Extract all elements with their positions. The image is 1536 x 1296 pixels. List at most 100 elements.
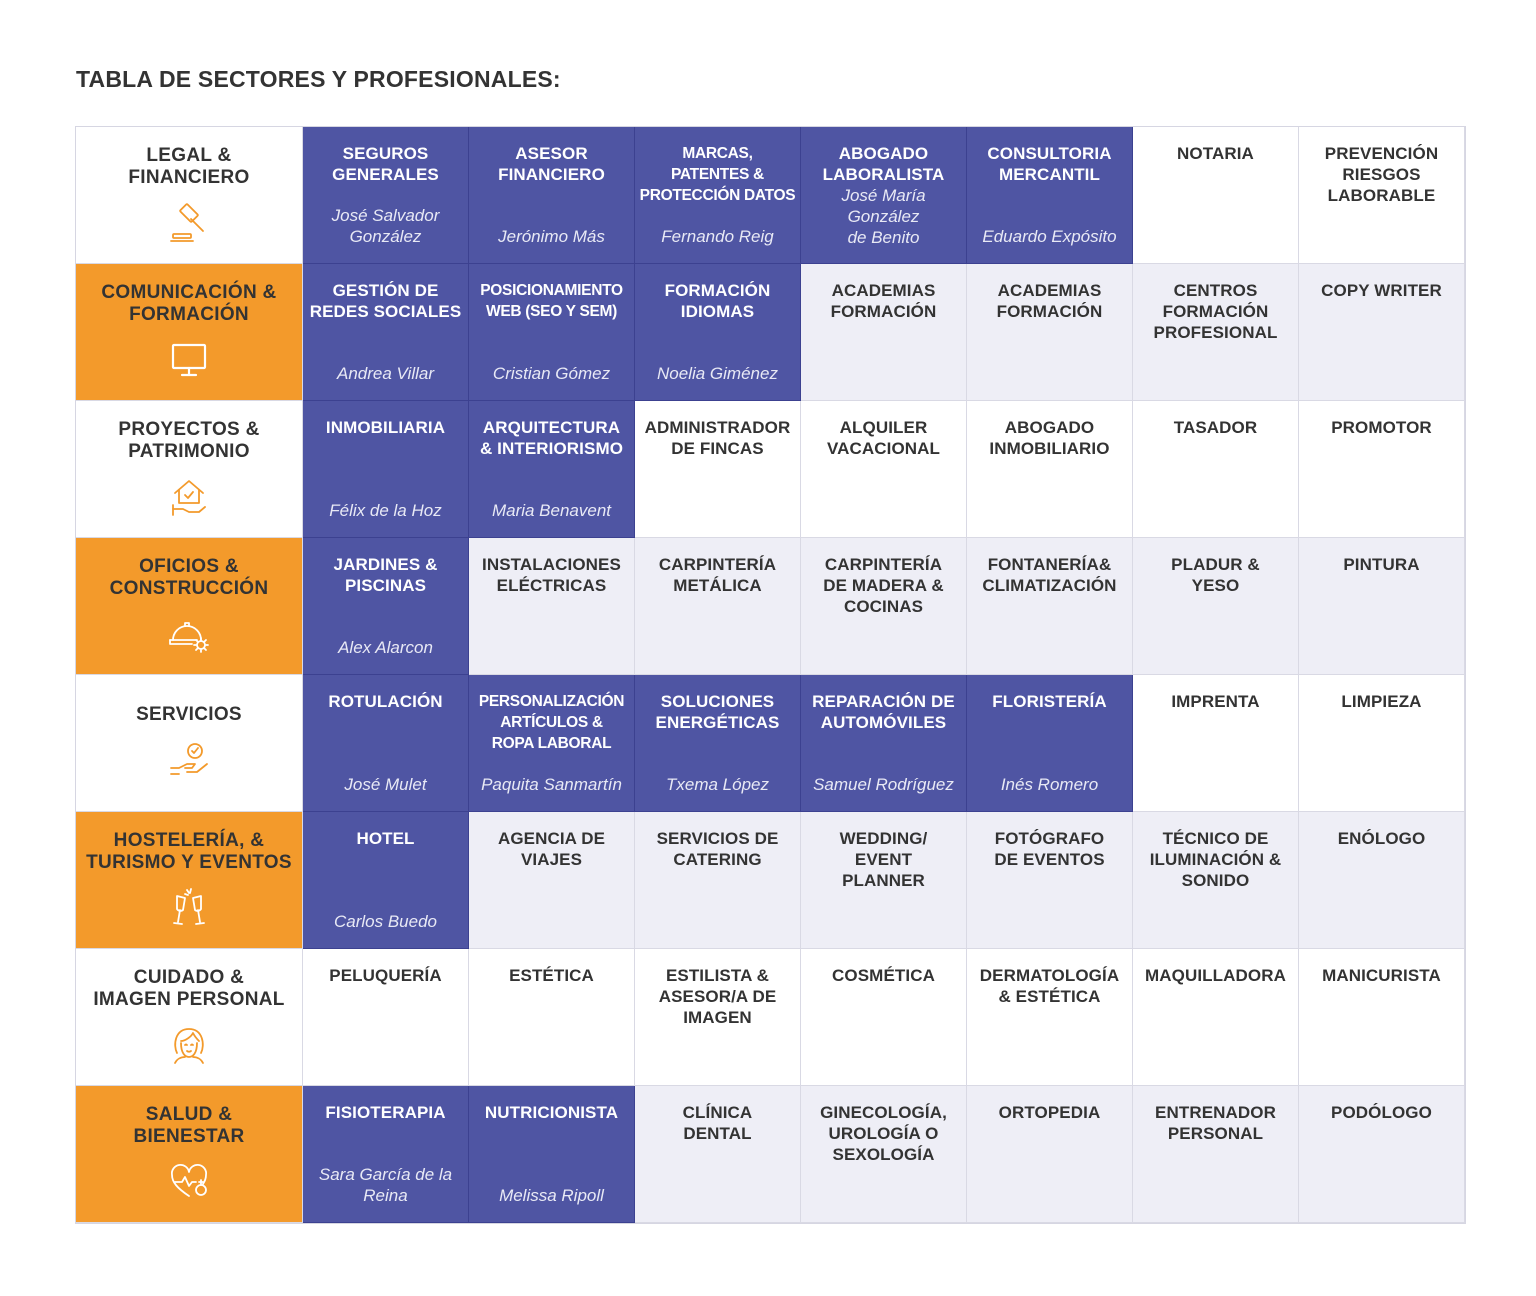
sector-cell: COMUNICACIÓN & FORMACIÓN bbox=[76, 264, 303, 401]
profession-label: CLÍNICA DENTAL bbox=[682, 1103, 753, 1143]
profession-label: AGENCIA DE VIAJES bbox=[497, 829, 606, 869]
profession-cell: ROTULACIÓN José Mulet bbox=[303, 675, 469, 812]
profession-cell: WEDDING/ EVENT PLANNER bbox=[801, 812, 967, 949]
profession-cell: TASADOR bbox=[1133, 401, 1299, 538]
professional-name: Samuel Rodríguez bbox=[813, 775, 954, 794]
profession-cell: CLÍNICA DENTAL bbox=[635, 1086, 801, 1223]
professional-name: Andrea Villar bbox=[336, 364, 435, 383]
professional-name: José Salvador González bbox=[331, 206, 440, 246]
profession-cell: ALQUILER VACACIONAL bbox=[801, 401, 967, 538]
profession-cell: INMOBILIARIA Félix de la Hoz bbox=[303, 401, 469, 538]
profession-cell: TÉCNICO DE ILUMINACIÓN & SONIDO bbox=[1133, 812, 1299, 949]
profession-label: ENÓLOGO bbox=[1337, 829, 1426, 848]
profession-cell: ASESOR FINANCIERO Jerónimo Más bbox=[469, 127, 635, 264]
profession-cell: MANICURISTA bbox=[1299, 949, 1465, 1086]
heart-pulse-icon bbox=[167, 1160, 211, 1204]
profession-label: POSICIONAMIENTO WEB (SEO Y SEM) bbox=[480, 282, 623, 320]
profession-cell: ESTILISTA & ASESOR/A DE IMAGEN bbox=[635, 949, 801, 1086]
profession-cell: PODÓLOGO bbox=[1299, 1086, 1465, 1223]
profession-cell: COSMÉTICA bbox=[801, 949, 967, 1086]
profession-label: ORTOPEDIA bbox=[998, 1103, 1101, 1122]
sector-cell: SALUD & BIENESTAR bbox=[76, 1086, 303, 1223]
profession-label: PLADUR & YESO bbox=[1171, 555, 1260, 595]
profession-cell: ACADEMIAS FORMACIÓN bbox=[967, 264, 1133, 401]
profession-label: JARDINES & PISCINAS bbox=[333, 555, 438, 595]
profession-label: CONSULTORIA MERCANTIL bbox=[987, 144, 1112, 184]
profession-label: ARQUITECTURA & INTERIORISMO bbox=[479, 418, 624, 458]
profession-label: TASADOR bbox=[1173, 418, 1258, 437]
monitor-icon bbox=[167, 338, 211, 382]
profession-label: HOTEL bbox=[356, 829, 415, 848]
profession-cell: ESTÉTICA bbox=[469, 949, 635, 1086]
profession-label: COPY WRITER bbox=[1321, 281, 1442, 300]
profession-label: ABOGADO LABORALISTA bbox=[822, 144, 945, 184]
profession-cell: AGENCIA DE VIAJES bbox=[469, 812, 635, 949]
profession-label: REPARACIÓN DE AUTOMÓVILES bbox=[812, 692, 955, 732]
profession-label: FLORISTERÍA bbox=[992, 692, 1107, 711]
profession-label: FOTÓGRAFO DE EVENTOS bbox=[994, 829, 1105, 869]
profession-cell: PLADUR & YESO bbox=[1133, 538, 1299, 675]
profession-label: FORMACIÓN IDIOMAS bbox=[664, 281, 771, 321]
professional-name: Félix de la Hoz bbox=[329, 501, 442, 520]
professional-name: Melissa Ripoll bbox=[499, 1186, 604, 1205]
profession-label: ABOGADO INMOBILIARIO bbox=[989, 418, 1110, 458]
sector-label: CUIDADO & IMAGEN PERSONAL bbox=[93, 967, 285, 1010]
professional-name: José María González de Benito bbox=[841, 186, 926, 247]
profession-cell: ABOGADO INMOBILIARIO bbox=[967, 401, 1133, 538]
profession-cell: MAQUILLADORA bbox=[1133, 949, 1299, 1086]
profession-cell: PERSONALIZACIÓN ARTÍCULOS & ROPA LABORAL… bbox=[469, 675, 635, 812]
profession-label: INSTALACIONES ELÉCTRICAS bbox=[482, 555, 621, 595]
profession-label: PELUQUERÍA bbox=[329, 966, 442, 985]
profession-label: PROMOTOR bbox=[1331, 418, 1432, 437]
profession-label: FISIOTERAPIA bbox=[325, 1103, 446, 1122]
profession-cell: SOLUCIONES ENERGÉTICAS Txema López bbox=[635, 675, 801, 812]
profession-cell: PREVENCIÓN RIESGOS LABORABLE bbox=[1299, 127, 1465, 264]
sector-label: OFICIOS & CONSTRUCCIÓN bbox=[109, 556, 269, 599]
professional-name: Eduardo Expósito bbox=[982, 227, 1117, 246]
profession-cell: NOTARIA bbox=[1133, 127, 1299, 264]
sector-label: HOSTELERÍA, & TURISMO Y EVENTOS bbox=[86, 830, 292, 873]
profession-label: GESTIÓN DE REDES SOCIALES bbox=[309, 281, 462, 321]
profession-label: SEGUROS GENERALES bbox=[332, 144, 439, 184]
profession-cell: CONSULTORIA MERCANTIL Eduardo Expósito bbox=[967, 127, 1133, 264]
sector-label: SERVICIOS bbox=[136, 704, 242, 725]
hand-check-icon bbox=[167, 738, 211, 782]
sectors-table: LEGAL & FINANCIERO SEGUROS GENERALES José … bbox=[75, 126, 1466, 1224]
profession-label: ENTRENADOR PERSONAL bbox=[1155, 1103, 1276, 1143]
profession-label: LIMPIEZA bbox=[1341, 692, 1422, 711]
profession-label: ALQUILER VACACIONAL bbox=[826, 418, 941, 458]
professional-name: Inés Romero bbox=[1000, 775, 1099, 794]
profession-label: CARPINTERÍA DE MADERA & COCINAS bbox=[823, 555, 944, 616]
sector-label: COMUNICACIÓN & FORMACIÓN bbox=[101, 282, 277, 325]
profession-label: ADMINISTRADOR DE FINCAS bbox=[644, 418, 791, 458]
professional-name: Txema López bbox=[666, 775, 769, 794]
profession-cell: POSICIONAMIENTO WEB (SEO Y SEM) Cristian … bbox=[469, 264, 635, 401]
profession-label: FONTANERÍA& CLIMATIZACIÓN bbox=[982, 555, 1117, 595]
profession-label: DERMATOLOGÍA & ESTÉTICA bbox=[979, 966, 1120, 1006]
profession-cell: CARPINTERÍA DE MADERA & COCINAS bbox=[801, 538, 967, 675]
profession-cell: JARDINES & PISCINAS Alex Alarcon bbox=[303, 538, 469, 675]
profession-cell: SERVICIOS DE CATERING bbox=[635, 812, 801, 949]
profession-cell: ORTOPEDIA bbox=[967, 1086, 1133, 1223]
profession-label: COSMÉTICA bbox=[832, 966, 935, 985]
professional-name: Fernando Reig bbox=[661, 227, 774, 246]
profession-cell: LIMPIEZA bbox=[1299, 675, 1465, 812]
profession-cell: ENTRENADOR PERSONAL bbox=[1133, 1086, 1299, 1223]
profession-cell: NUTRICIONISTA Melissa Ripoll bbox=[469, 1086, 635, 1223]
sector-label: LEGAL & FINANCIERO bbox=[128, 145, 250, 188]
profession-label: ESTILISTA & ASESOR/A DE IMAGEN bbox=[658, 966, 777, 1027]
profession-cell: PELUQUERÍA bbox=[303, 949, 469, 1086]
professional-name: Jerónimo Más bbox=[498, 227, 605, 246]
sector-cell: LEGAL & FINANCIERO bbox=[76, 127, 303, 264]
sector-cell: CUIDADO & IMAGEN PERSONAL bbox=[76, 949, 303, 1086]
profession-label: PERSONALIZACIÓN ARTÍCULOS & ROPA LABORAL bbox=[478, 693, 625, 752]
profession-label: SERVICIOS DE CATERING bbox=[656, 829, 779, 869]
profession-cell: FOTÓGRAFO DE EVENTOS bbox=[967, 812, 1133, 949]
profession-cell: ADMINISTRADOR DE FINCAS bbox=[635, 401, 801, 538]
profession-cell: HOTEL Carlos Buedo bbox=[303, 812, 469, 949]
profession-cell: ARQUITECTURA & INTERIORISMO Maria Benaven… bbox=[469, 401, 635, 538]
profession-label: ROTULACIÓN bbox=[328, 692, 443, 711]
profession-cell: ENÓLOGO bbox=[1299, 812, 1465, 949]
profession-cell: MARCAS, PATENTES & PROTECCIÓN DATOS Ferna… bbox=[635, 127, 801, 264]
profession-cell: ACADEMIAS FORMACIÓN bbox=[801, 264, 967, 401]
